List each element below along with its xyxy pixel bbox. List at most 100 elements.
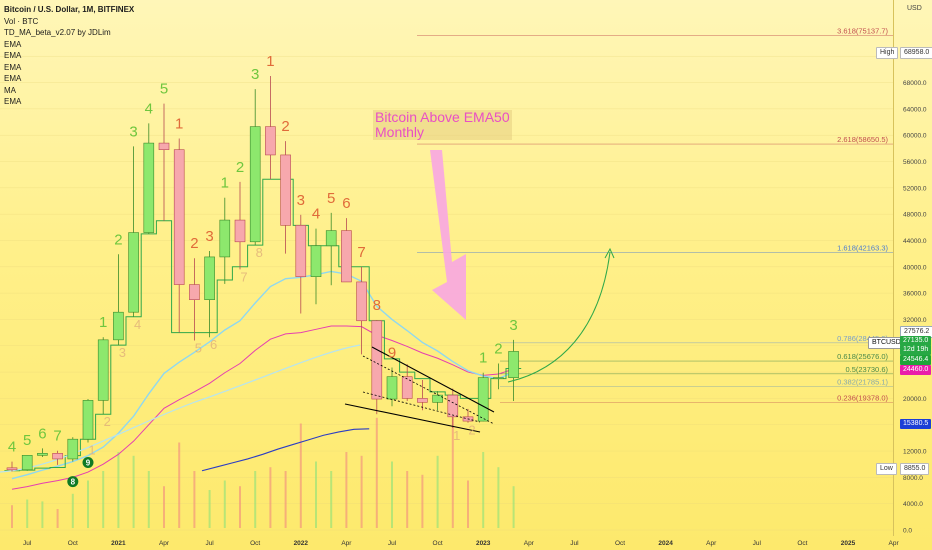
time-tick-label: Apr (341, 540, 352, 547)
candle-body (37, 453, 48, 456)
volume-bar (284, 471, 287, 528)
volume-bar (147, 471, 150, 528)
volume-bar (178, 442, 181, 528)
wedge-inner-dotted-line (362, 355, 495, 425)
faded-count-label: 6 (210, 337, 217, 352)
td-count-label: 6 (342, 195, 350, 212)
time-tick-label: Jul (753, 540, 762, 547)
faded-count-label: 8 (256, 245, 263, 260)
candle-body (82, 400, 94, 440)
faded-count-label: 4 (134, 317, 141, 332)
td-count-label: 7 (357, 244, 365, 261)
volume-bar (360, 455, 363, 528)
td-count-label: 3 (297, 192, 305, 209)
td-count-label: 5 (327, 190, 335, 207)
price-tick-label: 56000.0 (903, 159, 927, 166)
td-count-label: 2 (281, 118, 289, 135)
candle-body (158, 142, 170, 150)
td-badge-label: 9 (86, 458, 91, 467)
pink-arrow (430, 150, 466, 320)
candle-body (280, 154, 291, 226)
candle-body (371, 320, 383, 400)
volume-bar (132, 455, 135, 528)
indicator-ema-1[interactable]: EMA (4, 39, 22, 49)
indicator-vol[interactable]: Vol · BTC (4, 16, 39, 26)
time-tick-label: Jul (388, 540, 397, 547)
faded-count-label: 3 (119, 345, 126, 360)
time-tick-label: Apr (524, 540, 535, 547)
td-count-label: 3 (205, 228, 213, 245)
volume-bar (102, 471, 105, 528)
volume-bar (391, 461, 393, 528)
low-label: Low (876, 463, 897, 475)
td-count-label: 1 (479, 350, 487, 367)
td-count-label: 4 (312, 206, 320, 223)
time-tick-label: 2024 (658, 540, 673, 547)
last-price-tag: 27135.0 (900, 336, 932, 346)
countdown-tag: 12d 19h (900, 345, 932, 355)
time-tick-label: Jul (205, 540, 214, 547)
candle-body (447, 394, 459, 418)
volume-bar (87, 480, 89, 528)
candle-body (432, 394, 443, 403)
price-tick-label: 52000.0 (903, 185, 927, 192)
volume-bars (11, 414, 515, 528)
candles (6, 75, 519, 472)
price-tick-label: 60000.0 (903, 133, 927, 140)
td-count-label: 8 (373, 297, 381, 314)
volume-bar (482, 452, 485, 528)
time-axis[interactable] (0, 536, 932, 550)
ma-navy-line (201, 428, 370, 472)
indicator-ema-4[interactable]: EMA (4, 74, 22, 83)
ema-blue-tag: 15380.5 (900, 419, 932, 429)
fib-label: 3.618(75137.7) (837, 27, 888, 36)
price-axis[interactable] (893, 0, 932, 536)
time-tick-label: 2023 (476, 540, 491, 547)
td-badge-label: 8 (71, 478, 76, 487)
indicator-td-ma[interactable]: TD_MA_beta_v2.07 by JDLim (4, 28, 111, 37)
time-tick-label: 2025 (841, 540, 856, 547)
volume-bar (315, 461, 317, 528)
candle-body (97, 339, 109, 401)
candle-body (189, 284, 200, 301)
ema-lightblue-line (11, 270, 514, 480)
td-count-label: 4 (145, 100, 153, 117)
volume-bar (208, 490, 211, 528)
price-tick-label: 36000.0 (903, 291, 927, 298)
time-tick-label: Oct (68, 540, 78, 547)
faded-count-label: 2 (468, 423, 475, 438)
volume-bar (26, 499, 29, 528)
fib-label: 0.786(28445.9) (837, 334, 888, 343)
candle-body (128, 232, 139, 313)
candle-body (234, 219, 246, 243)
time-tick-label: Apr (889, 540, 900, 547)
currency-label: USD (907, 5, 922, 12)
indicator-ema-5[interactable]: EMA (4, 97, 22, 106)
td-count-label: 4 (8, 439, 16, 456)
candle-body (21, 455, 33, 471)
indicator-ema-2[interactable]: EMA (4, 51, 22, 60)
high-label: High (876, 47, 899, 59)
chart-title: Bitcoin / U.S. Dollar, 1M, BITFINEX (4, 5, 135, 14)
volume-bar (467, 480, 469, 528)
ema-magenta-tag: 24460.0 (900, 365, 932, 375)
volume-bar (254, 471, 257, 528)
fib-label: 1.618(42163.3) (837, 244, 888, 253)
td-count-label: 1 (266, 53, 274, 70)
indicator-ema-3[interactable]: EMA (4, 62, 22, 72)
indicator-ma[interactable]: MA (4, 85, 16, 95)
symbol-label: BTCUSD (868, 337, 905, 349)
annotation-text[interactable]: Bitcoin Above EMA50 Monthly (373, 110, 512, 140)
projection-arrow (507, 251, 611, 383)
volume-bar (345, 452, 348, 528)
candle-body (386, 376, 398, 400)
td-count-label: 3 (509, 317, 517, 334)
td-count-label: 2 (114, 231, 122, 248)
candle-body (219, 219, 231, 258)
price-tick-label: 12000.0 (903, 449, 927, 456)
price-tick-label: 68000.0 (903, 80, 927, 87)
candle-body (310, 245, 322, 277)
annotation-line-1: Bitcoin Above EMA50 (375, 109, 510, 125)
